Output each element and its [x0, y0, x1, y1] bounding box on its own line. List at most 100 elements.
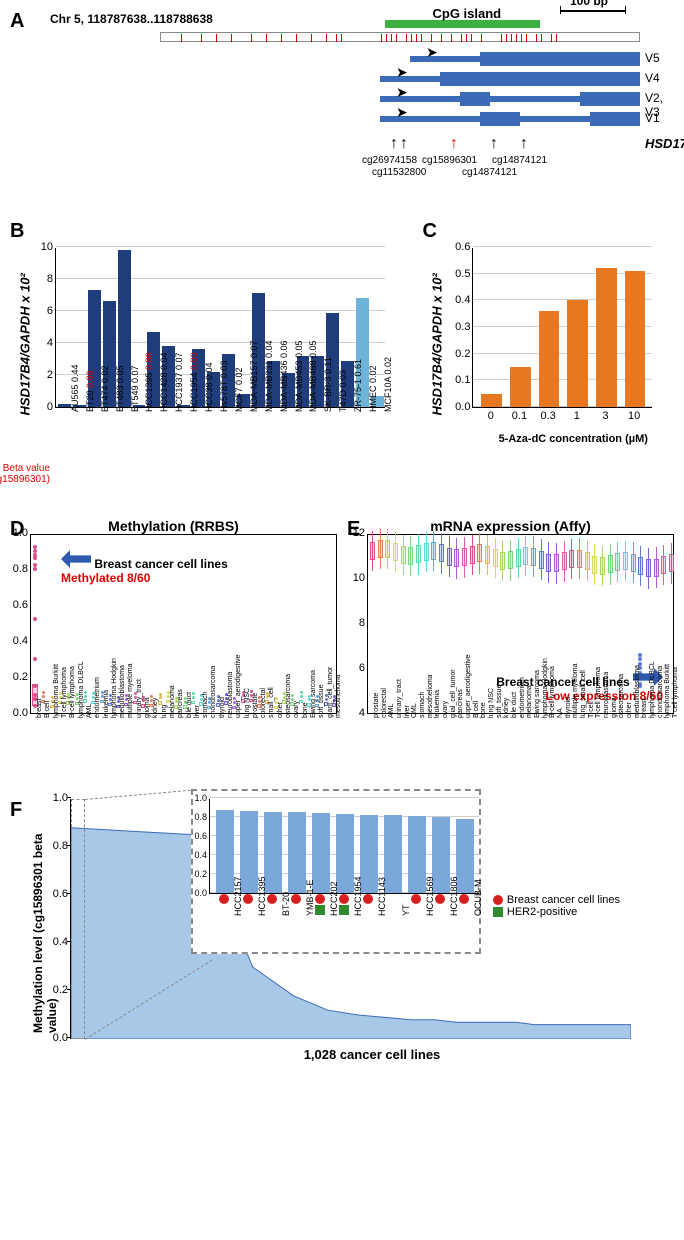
- tissue-label: bone: [480, 702, 487, 718]
- cg-probe-label: cg15896301: [422, 155, 477, 166]
- tissue-label: breast: [36, 699, 43, 718]
- tissue-label: medulloblastoma: [634, 665, 641, 718]
- cg-probe-label: cg26974158: [362, 155, 417, 166]
- y-tick: 0.4: [455, 294, 473, 306]
- panel-f-label: F: [10, 799, 22, 822]
- cpg-ruler: [160, 32, 640, 42]
- tissue-label: B-cell lymphoma: [549, 666, 556, 718]
- sample-label: BT20 0.89: [85, 370, 95, 412]
- panel-c-yaxis: HSD17B4/GAPDH x 10²: [430, 256, 445, 416]
- sample-label: MDA-MB453 0.05: [294, 340, 304, 412]
- exon: [480, 112, 520, 126]
- legend: Breast cancer cell linesHER2-positive: [493, 894, 620, 918]
- y-tick: 10: [41, 241, 56, 253]
- panel-b-label: B: [10, 220, 24, 242]
- tissue-label: lung: [161, 705, 168, 718]
- tissue-label: giant_cell_tumor: [327, 667, 334, 718]
- legend-label: Breast cancer cell lines: [507, 894, 620, 906]
- bar: [596, 268, 617, 407]
- sample-label: HCC1954 0.83: [189, 352, 199, 412]
- breast-marker-icon: [435, 894, 445, 904]
- tissue-label: chondrosarcoma: [210, 666, 217, 718]
- sample-label: T47D 0.03: [338, 370, 348, 412]
- y-tick: 0.5: [455, 268, 473, 280]
- tissue-label: lymphoma DLBCL: [649, 661, 656, 718]
- y-tick: 1.0: [53, 792, 71, 804]
- inset-sample-label: HCC1954: [353, 876, 363, 916]
- tissue-label: kidney: [503, 698, 510, 718]
- tissue-label: upper_aerodigestive: [465, 655, 472, 718]
- sample-label: HMEC 0.02: [368, 365, 378, 412]
- y-tick: 0.0: [53, 1032, 71, 1044]
- tissue-label: urinary_tract: [136, 679, 143, 718]
- tissue-label: mesothelioma: [335, 674, 342, 718]
- panel-b: B HSD17B4/GAPDH x 10² 0246810 AU565 0.44…: [10, 220, 412, 498]
- breast-marker-icon: [459, 894, 469, 904]
- sample-label: Hs578T 0.03: [219, 361, 229, 412]
- tissue-label: lung NSC: [244, 688, 251, 718]
- sample-label: MCF7 0.02: [234, 367, 244, 412]
- y-tick: 8: [359, 617, 368, 629]
- tissue-label: leukemia: [103, 690, 110, 718]
- sample-label: MDA-MB468 0.05: [308, 340, 318, 412]
- tissue-label: urinary_tract: [396, 679, 403, 718]
- sample-label: MDA-MB157 0.07: [249, 340, 259, 412]
- y-tick: 0.8: [13, 563, 31, 575]
- y-tick: 1.0: [13, 527, 31, 539]
- inset-sample-label: HCC1143: [377, 877, 387, 916]
- inset-sample-label: OCUB-M: [473, 880, 483, 917]
- y-tick: 0.6: [53, 888, 71, 900]
- sample-label: BT474 0.02: [100, 365, 110, 412]
- tissue-label: pancreas: [457, 689, 464, 718]
- y-tick: 0.4: [13, 635, 31, 647]
- tissue-label: medulloblastoma: [119, 665, 126, 718]
- breast-marker-icon: [363, 894, 373, 904]
- bar: [58, 404, 71, 407]
- tissue-label: melanoma: [526, 685, 533, 718]
- y-tick: 10: [353, 572, 368, 584]
- sample-label: SK-BR-3 0.11: [323, 357, 333, 412]
- legend-label: HER2-positive: [507, 906, 577, 918]
- tissue-label: soft_tissue: [318, 685, 325, 718]
- tissue-label: T-cell: [588, 701, 595, 718]
- breast-marker-icon: [411, 894, 421, 904]
- panel-a-label: A: [10, 10, 24, 33]
- cpg-island-bar: [385, 20, 540, 28]
- point: [33, 657, 37, 661]
- bar: [625, 271, 646, 407]
- scale-label: 100 bp: [570, 0, 608, 8]
- tss-arrow-icon: ➤: [396, 104, 408, 121]
- exon: [480, 52, 640, 66]
- legend-marker-icon: [493, 895, 503, 905]
- tissue-label: lymphoma Hodgkin: [111, 658, 118, 718]
- inset-sample-label: BT-20: [281, 892, 291, 916]
- tissue-label: glial_cell_tumor: [450, 669, 457, 718]
- panel-c-label: C: [422, 220, 436, 242]
- y-tick: 2: [47, 369, 56, 381]
- tissue-label: ovary: [293, 701, 300, 718]
- y-tick: 0.1: [455, 374, 473, 386]
- tissue-label: B cell: [44, 701, 51, 718]
- y-tick: 8: [47, 273, 56, 285]
- tissue-label: lung_small_cell: [580, 670, 587, 718]
- cg-probe-arrow-icon: ↑: [490, 135, 498, 153]
- y-tick: 0.2: [455, 348, 473, 360]
- x-tick: 0.3: [538, 410, 559, 422]
- y-tick: 6: [47, 305, 56, 317]
- breast-marker-icon: [267, 894, 277, 904]
- point: [33, 556, 37, 560]
- bar: [510, 367, 531, 407]
- tissue-label: osteosarcoma: [285, 674, 292, 718]
- exon: [580, 92, 640, 106]
- panel-c: C HSD17B4/GAPDH x 10² 0.00.10.20.30.40.5…: [422, 220, 674, 498]
- inset-sample-label: HCC1395: [257, 876, 267, 916]
- tissue-label: AML: [86, 704, 93, 718]
- sample-label: ZR-75-1 0.61: [353, 359, 363, 412]
- sample-label: MCF10A 0.02: [383, 357, 393, 412]
- inset-sample-label: HCC2157: [233, 876, 243, 916]
- exon: [460, 92, 490, 106]
- x-tick: 0.1: [509, 410, 530, 422]
- legend-item: Breast cancer cell lines: [493, 894, 620, 906]
- inset-sample-label: YT: [401, 904, 411, 916]
- sample-label: BT549 0.07: [130, 365, 140, 412]
